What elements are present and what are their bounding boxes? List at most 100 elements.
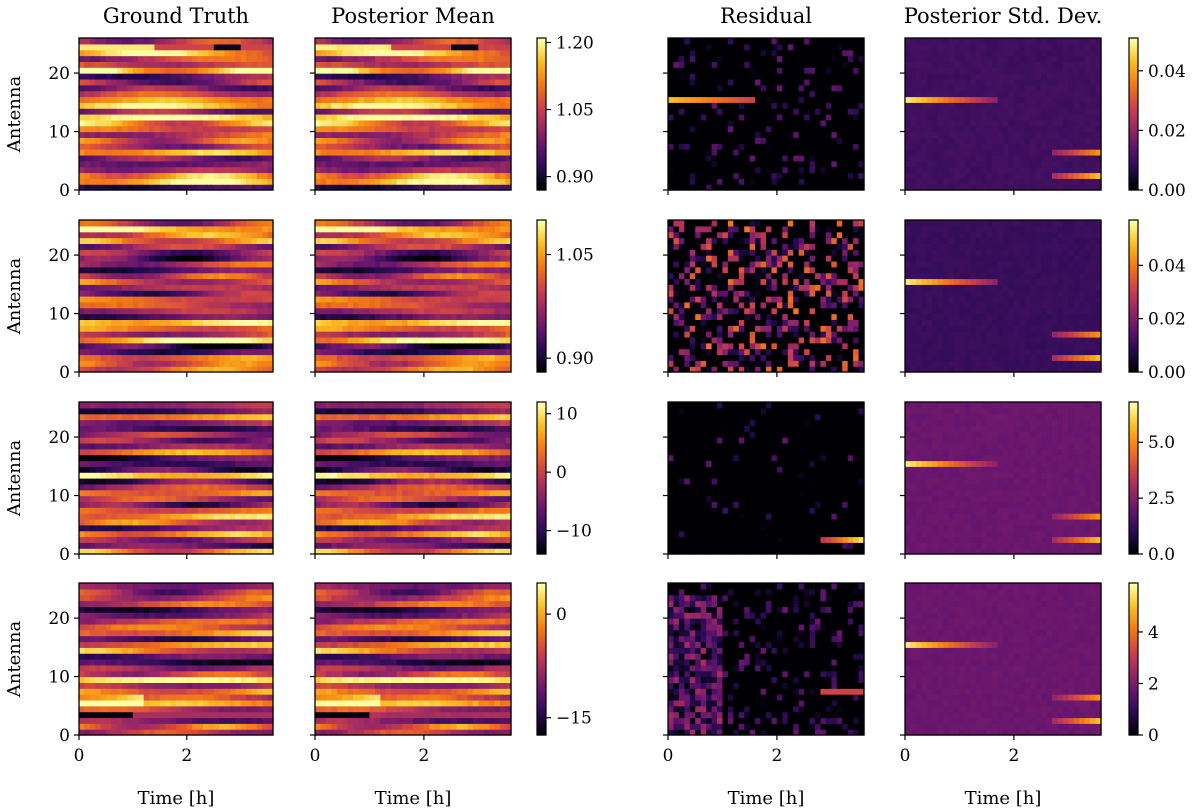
heatmap-cell bbox=[251, 260, 258, 268]
heatmap-cell bbox=[385, 160, 392, 168]
heatmap-cell bbox=[489, 366, 496, 373]
heatmap-cell bbox=[992, 84, 999, 92]
heatmap-cell bbox=[380, 160, 387, 168]
heatmap-cell bbox=[1035, 149, 1042, 156]
heatmap-cell bbox=[267, 38, 274, 45]
heatmap-cell bbox=[229, 360, 236, 367]
heatmap-cell bbox=[208, 114, 215, 121]
heatmap-cell bbox=[89, 154, 96, 162]
heatmap-cell bbox=[668, 67, 675, 74]
heatmap-cell bbox=[219, 73, 226, 80]
heatmap-cell bbox=[219, 348, 226, 356]
heatmap-cell bbox=[445, 154, 452, 162]
heatmap-cell bbox=[954, 172, 961, 179]
heatmap-cell bbox=[434, 73, 441, 80]
heatmap-cell bbox=[186, 284, 193, 291]
heatmap-cell bbox=[932, 96, 939, 103]
heatmap-cell bbox=[224, 119, 231, 127]
heatmap-cell bbox=[489, 154, 496, 162]
heatmap-cell bbox=[100, 160, 107, 168]
heatmap-cell bbox=[267, 336, 274, 344]
heatmap-cell bbox=[915, 96, 922, 103]
heatmap-cell bbox=[429, 172, 436, 179]
heatmap-cell bbox=[981, 172, 988, 179]
heatmap-cell bbox=[84, 149, 91, 156]
heatmap-cell bbox=[111, 360, 118, 367]
heatmap-cell bbox=[202, 125, 209, 133]
heatmap-cell bbox=[462, 184, 469, 191]
heatmap-cell bbox=[229, 348, 236, 356]
heatmap-cell bbox=[483, 114, 490, 121]
heatmap-cell bbox=[825, 84, 832, 92]
heatmap-cell bbox=[159, 348, 166, 356]
heatmap-cell bbox=[992, 43, 999, 51]
heatmap-cell bbox=[668, 143, 675, 150]
heatmap-cell bbox=[149, 114, 156, 121]
heatmap-cell bbox=[711, 102, 718, 109]
heatmap-cell bbox=[149, 55, 156, 62]
heatmap-cell bbox=[213, 243, 220, 250]
heatmap-cell bbox=[84, 266, 91, 274]
heatmap-cell bbox=[1084, 43, 1091, 51]
heatmap-cell bbox=[315, 78, 322, 86]
heatmap-cell bbox=[251, 348, 258, 356]
heatmap-cell bbox=[122, 178, 129, 185]
heatmap-cell bbox=[760, 108, 767, 115]
heatmap-cell bbox=[320, 348, 327, 356]
heatmap-cell bbox=[89, 360, 96, 367]
heatmap-cell bbox=[722, 166, 729, 174]
heatmap-cell bbox=[1013, 131, 1020, 138]
heatmap-cell bbox=[1013, 125, 1020, 133]
heatmap-cell bbox=[986, 61, 993, 68]
heatmap-cell bbox=[391, 154, 398, 162]
heatmap-cell bbox=[267, 237, 274, 244]
heatmap-cell bbox=[208, 313, 215, 320]
heatmap-cell bbox=[240, 172, 247, 179]
heatmap-cell bbox=[89, 108, 96, 115]
heatmap-cell bbox=[251, 96, 258, 103]
heatmap-cell bbox=[251, 354, 258, 361]
heatmap-cell bbox=[262, 149, 269, 156]
heatmap-cell bbox=[1019, 149, 1026, 156]
heatmap-cell bbox=[374, 131, 381, 138]
heatmap-cell bbox=[700, 119, 707, 127]
heatmap-cell bbox=[262, 342, 269, 350]
heatmap-cell bbox=[434, 149, 441, 156]
heatmap-cell bbox=[336, 84, 343, 92]
heatmap-cell bbox=[820, 178, 827, 185]
heatmap-cell bbox=[1008, 38, 1015, 45]
heatmap-cell bbox=[315, 143, 322, 150]
heatmap-cell bbox=[176, 237, 182, 244]
heatmap-cell bbox=[943, 125, 950, 133]
heatmap-cell bbox=[717, 125, 724, 133]
heatmap-cell bbox=[336, 354, 343, 361]
heatmap-cell bbox=[105, 131, 112, 138]
heatmap-cell bbox=[937, 96, 944, 103]
heatmap-cell bbox=[467, 49, 474, 57]
column-title: Residual bbox=[720, 4, 812, 28]
heatmap-cell bbox=[100, 325, 107, 332]
heatmap-cell bbox=[948, 96, 955, 103]
heatmap-cell bbox=[391, 84, 398, 92]
heatmap-cell bbox=[407, 137, 414, 144]
heatmap-cell bbox=[256, 102, 263, 109]
heatmap-cell bbox=[192, 160, 199, 168]
heatmap-cell bbox=[489, 84, 496, 92]
heatmap-cell bbox=[202, 284, 209, 291]
heatmap-cell bbox=[176, 154, 182, 162]
heatmap-cell bbox=[738, 90, 745, 98]
heatmap-cell bbox=[932, 149, 939, 156]
heatmap-cell bbox=[959, 172, 966, 179]
heatmap-cell bbox=[385, 166, 392, 174]
heatmap-cell bbox=[127, 307, 134, 315]
heatmap-cell bbox=[760, 178, 767, 185]
heatmap-cell bbox=[325, 166, 332, 174]
heatmap-cell bbox=[127, 131, 134, 138]
heatmap-cell bbox=[149, 336, 156, 344]
heatmap-cell bbox=[181, 96, 188, 103]
heatmap-cell bbox=[981, 160, 988, 168]
heatmap-cell bbox=[385, 360, 392, 367]
heatmap-cell bbox=[744, 55, 751, 62]
heatmap-cell bbox=[738, 73, 745, 80]
heatmap-cell bbox=[240, 296, 247, 303]
